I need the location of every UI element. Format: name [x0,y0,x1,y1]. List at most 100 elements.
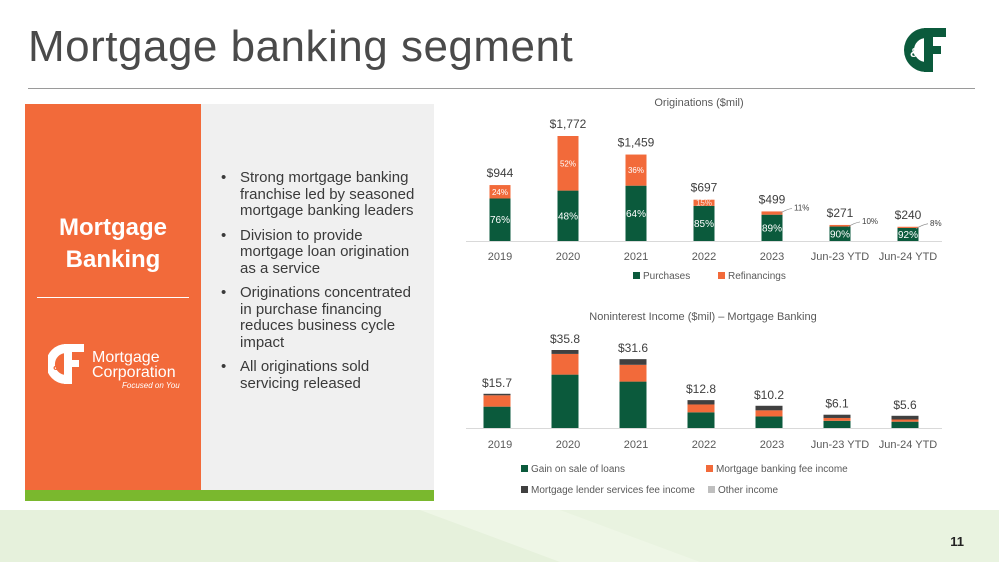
chart2-bar-segment [823,414,851,418]
cf-logo: & [904,28,946,72]
chart2-bar-segment [823,420,851,428]
chart1-refi-label: 11% [794,203,809,212]
chart1-purchase-label: 76% [490,215,510,226]
chart1-purchase-label: 64% [626,209,646,220]
chart2-total-label: $31.6 [618,341,648,355]
chart2-legend-swatch [706,465,713,472]
chart2-bar-segment [891,421,919,428]
logo-tagline: Focused on You [122,381,180,390]
chart1-legend-label: Purchases [643,271,690,282]
panel-accent-bar [25,490,434,501]
chart1-total-label: $1,772 [550,117,587,131]
chart1-legend-swatch [633,272,640,279]
chart2-bar-segment [483,406,511,428]
chart1-bar-refinancings [489,185,511,199]
chart2-bar-segment [687,412,715,428]
chart2-bar-segment [619,381,647,428]
bullet-list: • Strong mortgage banking franchise led b… [221,169,426,400]
panel-heading-line2: Banking [65,246,161,273]
chart1-purchase-label: 92% [898,230,918,241]
chart2-bar-segment [755,405,783,411]
chart1-bar-refinancings [693,199,715,206]
chart2-bar-segment [483,395,511,407]
chart2-bar-segment [891,419,919,422]
chart1-bar-purchases [625,185,647,241]
chart1-x-tick: 2020 [556,251,580,263]
chart2-bar-segment [551,353,579,375]
chart2-legend-swatch [521,486,528,493]
bullet-item: • All originations sold servicing release… [221,358,370,392]
chart2-bar-segment [619,364,647,382]
logo-line2: Corporation [92,364,176,381]
chart1-x-tick: 2022 [692,251,716,263]
chart1-refi-label: 8% [930,219,942,228]
chart1-total-label: $240 [895,208,922,222]
chart2-x-tick: 2023 [760,439,784,451]
chart1-title: Originations ($mil) [654,97,743,109]
chart2-x-tick: Jun-23 YTD [811,439,870,451]
chart2-bar-segment [551,350,579,354]
chart1-x-tick: 2023 [760,251,784,263]
chart1-refi-label: 36% [628,166,644,175]
chart1-total-label: $697 [691,181,718,195]
bullet-item: • Originations concentrated in purchase f… [221,284,411,351]
chart2-legend-label: Mortgage banking fee income [716,464,848,475]
chart1-total-label: $944 [487,166,514,180]
chart1-refi-label: 15% [696,198,712,207]
bottom-band [0,510,999,562]
bullet-item: • Division to provide mortgage loan origi… [221,226,410,277]
page-number: 11 [950,534,964,549]
svg-text:&: & [910,45,919,60]
chart2-total-label: $15.7 [482,376,512,390]
chart1-bar-purchases [897,227,919,241]
chart1-refi-leader [847,221,861,228]
chart1-total-label: $271 [827,206,854,220]
logo-line1: Mortgage [92,349,160,366]
chart1-legend-label: Refinancings [728,271,786,282]
title-divider [28,88,975,89]
chart1-bar-refinancings [761,211,783,215]
svg-text:&: & [53,361,61,373]
chart2-bar-segment [687,400,715,405]
chart1-x-tick: 2021 [624,251,648,263]
chart1-bar-refinancings [625,154,647,186]
chart2-bar-segment [755,410,783,417]
chart2-x-tick: 2020 [556,439,580,451]
chart1-bar-purchases [761,214,783,241]
chart1-legend-swatch [718,272,725,279]
chart1-bar-refinancings [557,136,579,191]
chart1-x-tick: 2019 [488,251,512,263]
chart1-purchase-label: 85% [694,219,714,230]
chart1-purchase-label: 90% [830,229,850,240]
mortgage-banking-panel: Mortgage Banking [25,104,201,490]
chart2-total-label: $35.8 [550,332,580,346]
chart1-refi-label: 10% [862,217,878,226]
chart1-refi-leader [779,208,793,214]
chart1-refi-label: 52% [560,159,576,168]
chart2-bar-segment [619,359,647,365]
chart2-legend-label: Mortgage lender services fee income [531,485,695,496]
chart1-purchase-label: 89% [762,223,782,234]
mortgage-corporation-logo: & Mortgage Corporation Focused on You [48,344,180,390]
chart1-total-label: $499 [759,192,786,206]
chart1-bar-purchases [829,226,851,241]
chart1-bar-refinancings [829,224,851,227]
chart1-x-tick: Jun-24 YTD [879,251,938,263]
panel-divider [37,297,189,298]
panel-heading: Mortgage Banking [25,212,201,276]
chart2-x-tick: 2022 [692,439,716,451]
bullets-panel [201,104,434,490]
chart1-bar-refinancings [897,226,919,228]
chart1-bar-purchases [489,198,511,241]
chart2-total-label: $6.1 [825,397,849,411]
chart1-refi-leader [915,223,929,230]
chart2-x-tick: Jun-24 YTD [879,439,938,451]
chart1-bar-purchases [693,205,715,241]
chart2-total-label: $10.2 [754,388,784,402]
chart2-legend-swatch [521,465,528,472]
bullet-item: • Strong mortgage banking franchise led b… [221,169,415,219]
chart2-x-tick: 2021 [624,439,648,451]
chart2-legend-swatch [708,486,715,493]
chart2-x-tick: 2019 [488,439,512,451]
chart2-bar-segment [483,393,511,396]
